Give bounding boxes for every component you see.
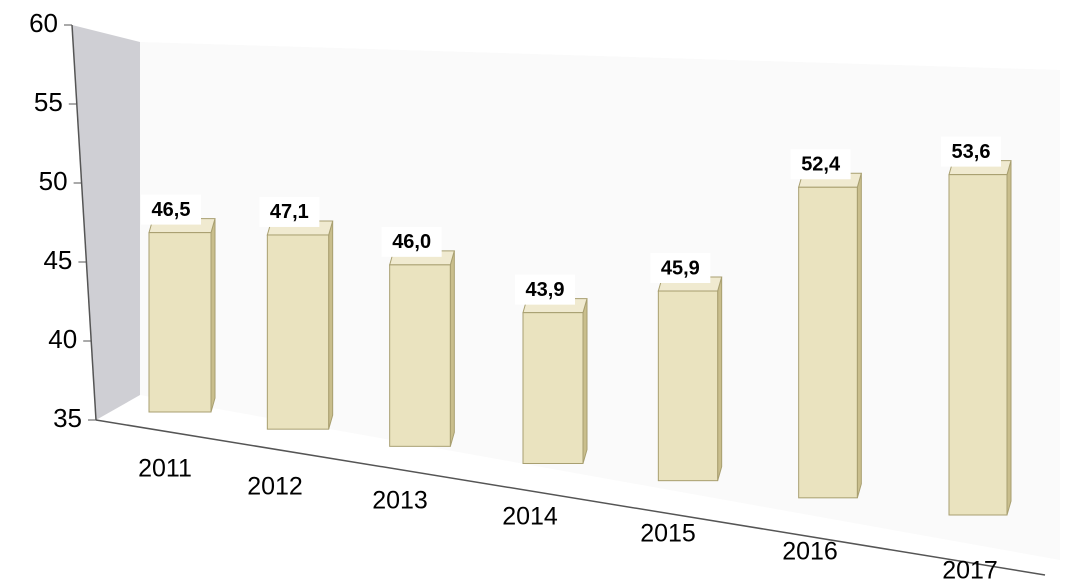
bar-side [718, 277, 722, 481]
value-label: 47,1 [270, 201, 309, 223]
bar [658, 291, 717, 481]
value-label: 53,6 [952, 141, 991, 163]
bar-side [1007, 161, 1011, 515]
back-wall [72, 25, 140, 420]
y-tick-label: 60 [29, 8, 58, 38]
bar-side [329, 221, 333, 429]
bar-side [583, 299, 587, 464]
bar [523, 313, 583, 464]
bar [267, 235, 328, 429]
y-tick-label: 55 [34, 87, 63, 117]
x-tick-label: 2011 [138, 455, 192, 483]
bar [799, 187, 858, 498]
y-tick-label: 40 [48, 324, 77, 354]
chart: 35 40 45 50 55 60 2011 46,5 2012 47,1 2013 46,0 2014… [0, 0, 1076, 584]
bar-side [450, 251, 454, 447]
value-label: 46,5 [152, 199, 191, 221]
bar [949, 175, 1007, 515]
value-label: 45,9 [661, 257, 700, 279]
value-label: 43,9 [526, 279, 565, 301]
bar [149, 233, 211, 412]
y-tick-label: 45 [43, 245, 72, 275]
x-tick-label: 2015 [640, 520, 696, 548]
x-tick-label: 2016 [782, 538, 838, 566]
x-tick-label: 2014 [502, 503, 558, 531]
x-tick-label: 2012 [247, 473, 303, 501]
bar [390, 265, 451, 447]
bar-side [211, 219, 215, 412]
value-label: 46,0 [392, 231, 431, 253]
y-tick-label: 35 [53, 403, 82, 433]
x-tick-label: 2017 [942, 557, 998, 584]
y-tick-label: 50 [39, 166, 68, 196]
bar-side [857, 173, 861, 498]
x-tick-label: 2013 [372, 487, 428, 515]
value-label: 52,4 [801, 154, 841, 176]
